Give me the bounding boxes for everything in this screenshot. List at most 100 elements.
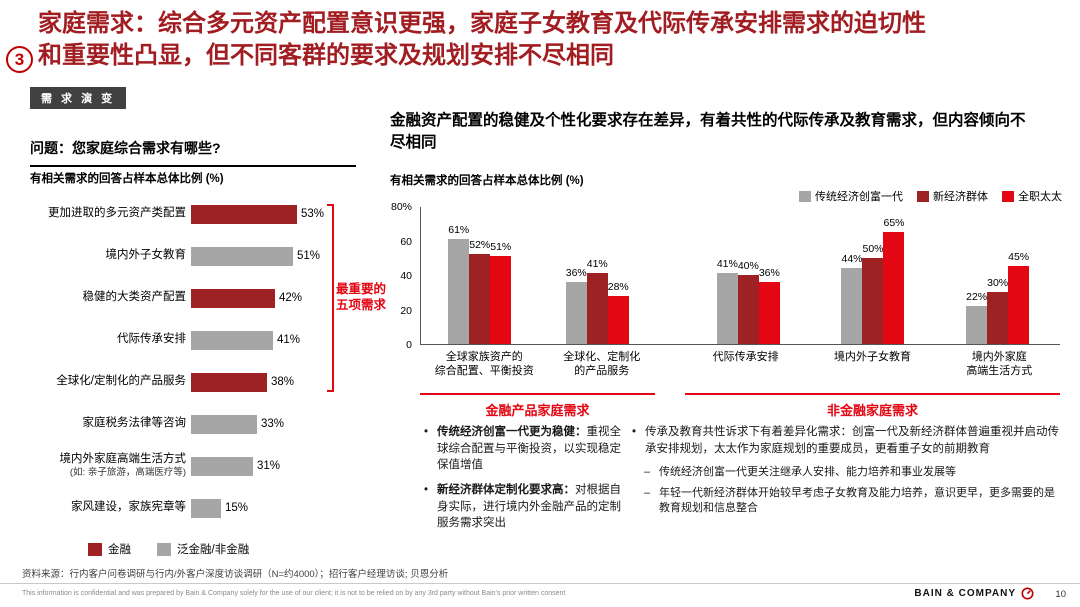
hbar-label-main: 全球化/定制化的产品服务 [56,375,186,388]
confidentiality-note: This information is confidential and was… [22,590,566,597]
hbar-value: 41% [277,334,301,346]
hbar-row: 代际传承安排 41% [30,319,330,361]
bain-logo-text: BAIN & COMPANY [914,588,1016,599]
insights-nonfinancial: • 传承及教育共性诉求下有着差异化需求：创富一代及新经济群体普遍重视并启动传承安… [632,424,1064,517]
bullet-text: 重视全球综合配置与平衡投资，以实现稳定保值增值 [437,426,621,472]
hbar [191,414,257,434]
subbullet-marker: – [644,466,651,479]
bain-compass-icon [1021,587,1034,600]
vbar-0: 36% [566,267,587,344]
subbullet-text: 年轻一代新经济群体开始较早考虑子女教育及能力培养，意识更早，更多需要的是教育规划… [659,486,1055,515]
slide-title-rest: 综合多元资产配置意识更强，家庭子女教育及代际传承安排需求的迫切性 和重要性凸显，… [38,10,926,70]
vbar-value: 30% [987,277,1009,290]
hbar-label: 家庭税务法律等咨询 [30,417,187,431]
vbar-value: 41% [586,258,608,271]
legend-label-nonfinancial: 泛金融/非金融 [177,544,250,556]
bullet-heritage-education: • 传承及教育共性诉求下有着差异化需求：创富一代及新经济群体普遍重视并启动传承安… [632,424,1064,457]
hbar-label-main: 家风建设，家族宪章等 [71,501,186,514]
legend-swatch-housewife [1002,190,1014,202]
insights-financial: • 传统经济创富一代更为稳健：重视全球综合配置与平衡投资，以实现稳定保值增值 •… [424,424,626,540]
subbullet-younger: – 年轻一代新经济群体开始较早考虑子女教育及能力培养，意识更早，更多需要的是教育… [632,486,1064,517]
vbar-0: 22% [966,291,987,344]
vbar-value: 28% [607,280,629,293]
page-number: 10 [1055,589,1066,600]
left-chart-legend: 金融 泛金融/非金融 [88,541,249,557]
hbar-label: 家风建设，家族宪章等 [30,501,186,515]
vbar-value: 41% [716,258,738,271]
vbar-value: 50% [862,242,884,255]
hbar-label-main: 境内外子女教育 [105,249,187,262]
xlabel-section-nonfinancial: 代际传承安排 境内外子女教育 境内外家庭 高端生活方式 [685,350,1060,379]
hbar-label: 境内外家庭高端生活方式 (如: 亲子旅游，高端医疗等) [30,453,187,478]
hbar-label: 稳健的大类资产配置 [30,291,187,305]
xlabel-section-gap [655,350,685,379]
plot-section-financial: 61% 52% 51% 36% 41% 28% [421,207,656,344]
vbar-1: 52% [469,239,490,344]
hbar [191,498,221,518]
vbar-0: 61% [448,224,469,344]
bullet-marker: • [632,426,637,438]
bain-logo: BAIN & COMPANY [914,587,1034,600]
hbar-value: 15% [225,502,249,514]
bullet-neweconomy-custom: • 新经济群体定制化要求高：对根据自身实际，进行境内外金融产品的定制服务需求突出 [424,482,626,532]
x-axis-label: 境内外家庭 高端生活方式 [966,351,1033,378]
bar-group: 36% 41% 28% [566,258,629,344]
bullet-traditional-steady: • 传统经济创富一代更为稳健：重视全球综合配置与平衡投资，以实现稳定保值增值 [424,424,626,474]
vbar-value: 44% [841,253,863,266]
bar-group: 41% 40% 36% [717,258,780,344]
survey-question: 问题：您家庭综合需求有哪些? [30,138,356,167]
hbar-label-main: 稳健的大类资产配置 [82,291,187,304]
hbar [191,456,253,476]
vbar-value: 52% [469,239,491,252]
vbar-2: 51% [490,241,511,344]
bullet-text: 对根据自身实际，进行境内外金融产品的定制服务需求突出 [437,484,621,530]
bar-group: 61% 52% 51% [448,224,511,344]
hbar-label-main: 境内外家庭高端生活方式 [59,453,187,466]
hbar-label: 境内外子女教育 [30,249,187,263]
legend-label-neweconomy: 新经济群体 [933,191,988,203]
vbar-value: 51% [490,241,512,254]
legend-label-financial: 金融 [108,544,131,556]
vbar-2: 28% [608,281,629,344]
legend-item-financial: 金融 [88,541,131,557]
subbullet-traditional: – 传统经济创富一代更关注继承人安排、能力培养和事业发展等 [632,465,1064,480]
legend-item-traditional: 传统经济创富一代 [799,188,903,204]
hbar-value: 33% [261,418,285,430]
section-tab: 需 求 演 变 [30,87,127,109]
legend-swatch-traditional [799,190,811,202]
legend-item-nonfinancial: 泛金融/非金融 [157,541,249,557]
vbar-1: 50% [862,243,883,344]
legend-label-housewife: 全职太太 [1018,191,1062,203]
hbar [191,372,267,392]
family-needs-chart: 更加进取的多元资产类配置 53% 境内外子女教育 51% 稳健的大类资产配置 42% 代际传… [30,193,330,529]
chart-section-labels: 金融产品家庭需求 非金融家庭需求 [420,393,1060,419]
financial-section-label: 金融产品家庭需求 [420,393,655,419]
hbar-label-main: 家庭税务法律等咨询 [82,417,187,430]
top5-bracket-label: 最重要的 五项需求 [336,282,387,313]
hbar-row: 全球化/定制化的产品服务 38% [30,361,330,403]
hbar-value: 38% [271,376,295,388]
nonfinancial-section-label: 非金融家庭需求 [685,393,1060,419]
y-tick: 40 [400,270,412,282]
left-chart-subtitle: 有相关需求的回答占样本总体比例 (%) [30,173,224,185]
right-chart-legend: 传统经济创富一代 新经济群体 全职太太 [799,188,1062,204]
vbar-value: 36% [565,266,587,279]
right-chart-subtitle: 有相关需求的回答占样本总体比例 (%) [390,175,584,187]
hbar-row: 稳健的大类资产配置 42% [30,277,330,319]
hbar-row: 家风建设，家族宪章等 15% [30,487,330,529]
hbar [191,246,293,266]
hbar-label-main: 更加进取的多元资产类配置 [48,207,186,220]
hbar-label: 更加进取的多元资产类配置 [30,207,186,221]
source-note: 资料来源：行内客户问卷调研与行内/外客户深度访谈调研（N=约4000）；招行客户… [22,569,449,580]
vbar-2: 65% [883,217,904,344]
bullet-lead: 新经济群体定制化要求高： [437,484,575,497]
vbar-0: 41% [717,258,738,344]
y-tick: 20 [400,304,412,317]
hbar-value: 31% [257,460,281,472]
hbar-value: 53% [301,208,325,220]
hbar-value: 51% [297,250,321,262]
top5-bracket [327,204,334,392]
section-label-gap [655,393,685,419]
bar-group: 44% 50% 65% [841,217,904,344]
